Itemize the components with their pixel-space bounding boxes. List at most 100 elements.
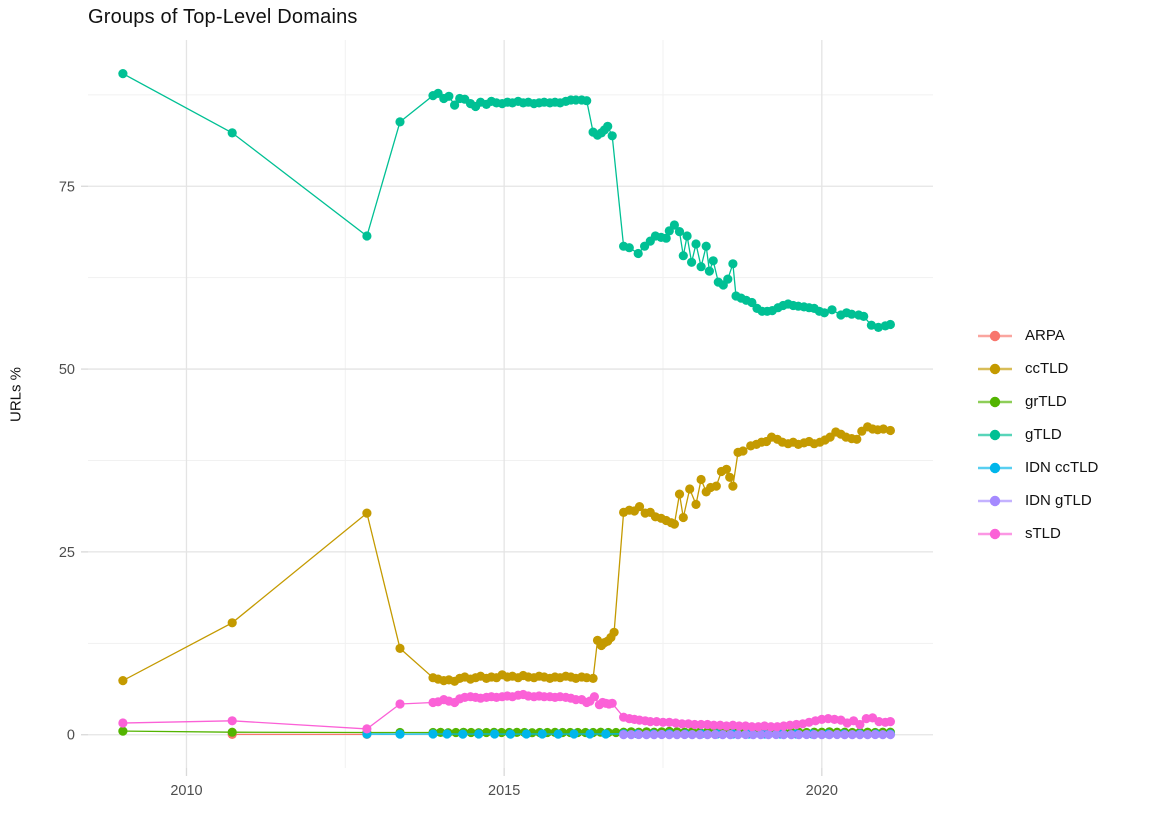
data-point-ccTLD (721, 464, 732, 474)
data-point-ccTLD (878, 424, 889, 434)
data-point-IDN-gTLD (641, 730, 652, 740)
data-point-IDN-ccTLD (537, 729, 547, 739)
legend-item-grTLD: grTLD (977, 385, 1098, 418)
data-point-IDN-gTLD (634, 729, 644, 740)
data-point-gTLD (885, 319, 896, 330)
data-point-IDN-gTLD (870, 729, 880, 740)
y-axis-tick-label: 75 (59, 179, 75, 195)
data-point-gTLD (827, 305, 837, 315)
data-point-ccTLD (725, 472, 735, 482)
data-point-IDN-gTLD (771, 729, 781, 740)
data-point-IDN-gTLD (878, 730, 888, 740)
data-point-IDN-gTLD (809, 730, 819, 740)
x-axis-tick-label: 2015 (488, 783, 520, 799)
data-point-gTLD (450, 100, 460, 110)
data-point-grTLD (227, 727, 237, 737)
data-point-ccTLD (738, 446, 748, 456)
legend-item-gTLD: gTLD (977, 418, 1098, 451)
data-point-gTLD (362, 231, 372, 241)
legend-item-ccTLD: ccTLD (977, 352, 1098, 385)
data-point-IDN-gTLD (680, 729, 690, 740)
data-point-IDN-ccTLD (490, 729, 500, 739)
y-axis-tick-label: 0 (67, 728, 75, 744)
data-point-IDN-gTLD (847, 730, 857, 740)
data-point-sTLD (677, 719, 687, 729)
data-point-IDN-gTLD (672, 730, 682, 740)
data-point-gTLD (227, 128, 237, 138)
data-point-gTLD (847, 309, 857, 319)
chart-title: Groups of Top-Level Domains (88, 6, 358, 28)
data-point-IDN-gTLD (695, 730, 705, 740)
data-point-sTLD (766, 722, 776, 732)
legend-label: ccTLD (1025, 360, 1069, 377)
legend-item-ARPA: ARPA (977, 319, 1098, 352)
data-point-ccTLD (696, 474, 706, 485)
data-point-IDN-gTLD (687, 730, 697, 740)
legend-label: gTLD (1025, 426, 1062, 443)
data-point-sTLD (589, 692, 600, 702)
data-point-sTLD (696, 719, 706, 730)
data-point-IDN-gTLD (725, 730, 735, 740)
y-axis-tick-label: 25 (59, 545, 75, 561)
data-point-IDN-ccTLD (585, 729, 595, 739)
data-point-sTLD (658, 717, 668, 727)
data-point-sTLD (395, 699, 405, 709)
data-point-IDN-ccTLD (395, 729, 405, 739)
data-point-IDN-gTLD (649, 730, 659, 740)
data-point-gTLD (669, 220, 680, 230)
data-point-ccTLD (227, 618, 237, 628)
data-point-IDN-gTLD (741, 729, 751, 740)
data-point-gTLD (395, 117, 405, 127)
legend-item-sTLD: sTLD (977, 517, 1098, 550)
data-point-gTLD (607, 131, 617, 141)
legend-item-IDN-gTLD: IDN gTLD (977, 484, 1098, 517)
data-point-IDN-gTLD (863, 730, 873, 740)
data-point-sTLD (607, 698, 617, 708)
data-point-ccTLD (609, 627, 619, 637)
data-point-gTLD (701, 241, 711, 251)
data-point-gTLD (723, 274, 733, 284)
data-point-IDN-gTLD (748, 730, 758, 740)
data-point-IDN-ccTLD (553, 729, 563, 739)
data-point-gTLD (691, 239, 701, 249)
y-axis-tick-label: 50 (59, 362, 75, 378)
data-point-IDN-gTLD (664, 730, 674, 740)
data-point-gTLD (633, 248, 643, 259)
data-point-grTLD (497, 727, 507, 738)
data-point-sTLD (645, 717, 655, 727)
data-point-IDN-gTLD (779, 730, 789, 740)
data-point-gTLD (866, 320, 877, 330)
data-point-IDN-ccTLD (521, 729, 532, 739)
data-point-gTLD (819, 308, 830, 318)
data-point-IDN-gTLD (832, 729, 842, 740)
data-point-IDN-gTLD (817, 730, 827, 740)
data-point-gTLD (687, 257, 697, 267)
data-point-IDN-gTLD (756, 730, 766, 740)
data-point-gTLD (696, 262, 706, 272)
data-point-ccTLD (588, 673, 598, 684)
data-point-ccTLD (669, 519, 680, 529)
legend-key-icon (978, 330, 1012, 341)
data-point-sTLD (855, 719, 865, 730)
data-point-ccTLD (691, 499, 701, 509)
data-point-gTLD (678, 251, 688, 261)
data-point-grTLD (451, 727, 461, 738)
data-point-IDN-ccTLD (442, 729, 452, 739)
data-point-ccTLD (711, 481, 721, 491)
data-point-ccTLD (395, 643, 405, 654)
data-point-IDN-gTLD (657, 729, 667, 740)
data-point-gTLD (682, 231, 692, 241)
data-point-ccTLD (678, 512, 688, 523)
data-point-IDN-gTLD (885, 730, 896, 740)
legend-label: IDN ccTLD (1025, 459, 1099, 476)
series-line-gTLD (122, 73, 891, 329)
legend: ARPA ccTLD grTLD gTLD IDN ccTLD IDN gTLD sTLD (977, 319, 1098, 550)
data-point-sTLD (227, 716, 237, 726)
data-point-gTLD (582, 96, 592, 106)
legend-label: IDN gTLD (1025, 492, 1092, 509)
data-point-sTLD (118, 718, 128, 728)
data-point-gTLD (704, 266, 715, 276)
legend-key-icon (978, 528, 1012, 539)
